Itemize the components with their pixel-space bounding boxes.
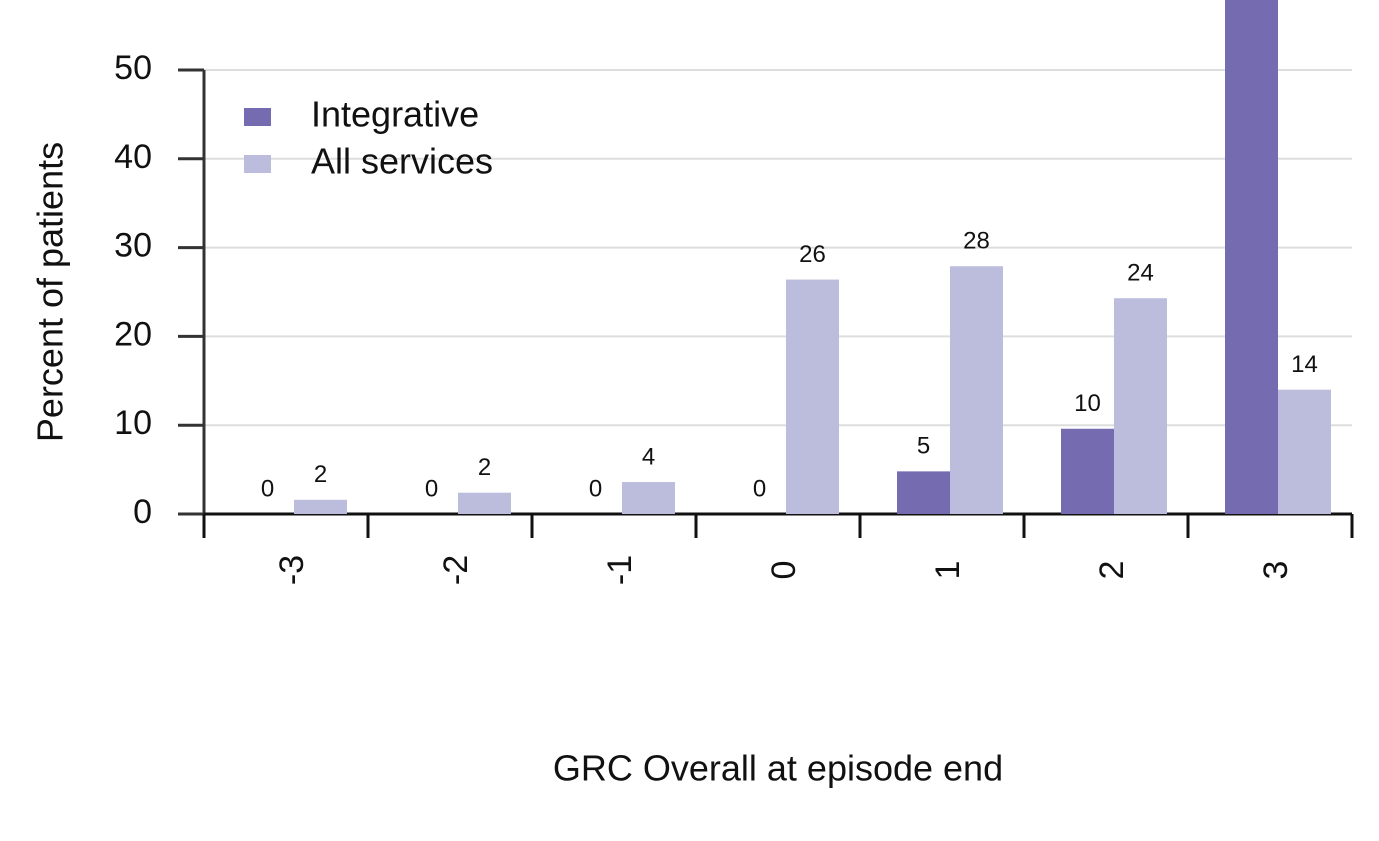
bar: [786, 279, 839, 514]
data-label: 24: [1127, 260, 1154, 287]
data-label: 0: [589, 475, 602, 502]
bar: [1278, 389, 1331, 514]
y-tick-label: 0: [133, 493, 152, 531]
data-label: 5: [917, 433, 930, 460]
bar: [1114, 298, 1167, 514]
y-tick-label: 40: [114, 138, 152, 176]
data-label: 2: [478, 454, 491, 481]
data-label: 26: [799, 241, 826, 268]
x-tick-label: -3: [273, 555, 311, 585]
data-label: 0: [753, 475, 766, 502]
bar: [622, 482, 675, 514]
legend-label: All services: [311, 141, 493, 182]
legend-swatch: [244, 108, 271, 126]
data-label: 4: [642, 443, 655, 470]
legend-label: Integrative: [311, 94, 479, 135]
data-label: 0: [425, 475, 438, 502]
x-tick-label: -1: [601, 555, 639, 585]
y-axis-label: Percent of patients: [30, 142, 71, 442]
y-tick-label: 10: [114, 404, 152, 442]
data-label: 0: [261, 475, 274, 502]
x-tick-label: 1: [929, 561, 967, 580]
bar: [897, 471, 950, 514]
data-label: 10: [1074, 390, 1101, 417]
bar: [294, 499, 347, 514]
y-tick-label: 30: [114, 227, 152, 265]
bar: [1225, 0, 1278, 514]
bar: [1061, 428, 1114, 514]
data-label: 14: [1291, 351, 1318, 378]
y-tick-label: 50: [114, 49, 152, 87]
x-tick-label: 2: [1093, 561, 1131, 580]
x-tick-label: 3: [1257, 561, 1295, 580]
bar: [458, 492, 511, 514]
data-label: 28: [963, 228, 990, 255]
bar: [950, 266, 1003, 514]
legend-swatch: [244, 155, 271, 173]
y-tick-label: 20: [114, 315, 152, 353]
data-label: 2: [314, 461, 327, 488]
x-tick-label: 0: [765, 561, 803, 580]
x-axis-label: GRC Overall at episode end: [553, 748, 1003, 789]
x-tick-label: -2: [437, 555, 475, 585]
